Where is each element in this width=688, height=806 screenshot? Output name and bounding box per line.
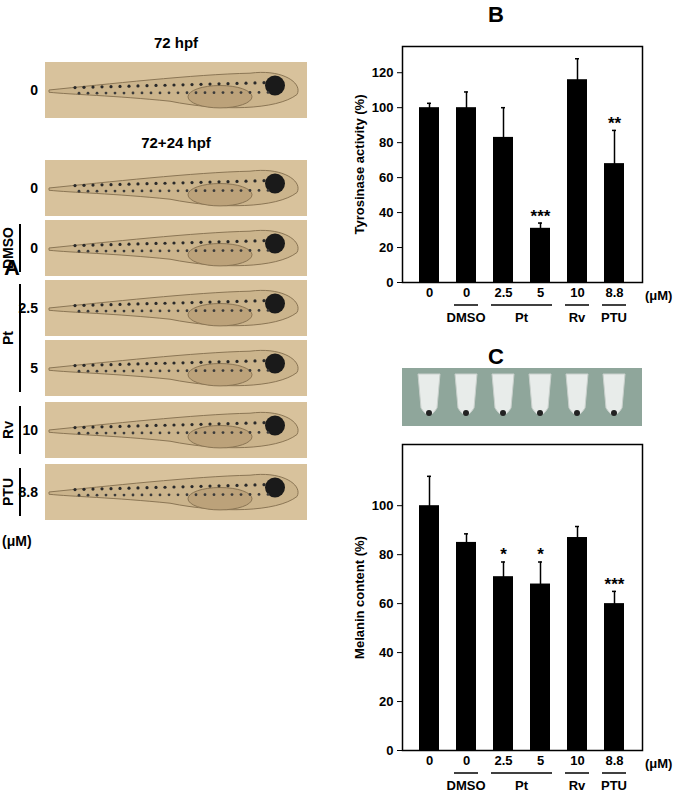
svg-text:8.8: 8.8 (605, 753, 623, 768)
svg-text:60: 60 (379, 596, 393, 611)
svg-text:80: 80 (379, 547, 393, 562)
svg-text:5: 5 (537, 285, 544, 300)
svg-text:PTU: PTU (601, 310, 627, 325)
html-text:C: C (488, 344, 504, 369)
svg-text:2.5: 2.5 (494, 753, 512, 768)
svg-text:Rv: Rv (569, 310, 586, 325)
svg-text:PTU: PTU (601, 778, 627, 793)
svg-text:40: 40 (379, 205, 393, 220)
svg-text:Melanin content (%): Melanin content (%) (352, 536, 367, 659)
svg-text:0: 0 (463, 285, 470, 300)
svg-text:0: 0 (30, 240, 38, 256)
svg-text:*: * (537, 545, 544, 564)
svg-text:0: 0 (30, 180, 38, 196)
svg-text:**: ** (608, 114, 622, 133)
svg-text:2.5: 2.5 (19, 300, 39, 316)
html-text:B: B (488, 2, 504, 27)
svg-text:0: 0 (463, 753, 470, 768)
svg-text:Tyrosinase activity (%): Tyrosinase activity (%) (352, 95, 367, 235)
svg-text:60: 60 (379, 170, 393, 185)
svg-text:Pt: Pt (515, 778, 529, 793)
svg-text:Pt: Pt (515, 310, 529, 325)
svg-text:10: 10 (570, 285, 584, 300)
svg-text:***: *** (605, 575, 625, 594)
svg-text:5: 5 (30, 360, 38, 376)
svg-text:20: 20 (379, 694, 393, 709)
svg-text:(μM): (μM) (645, 288, 672, 303)
svg-text:72+24 hpf: 72+24 hpf (141, 134, 212, 151)
svg-text:100: 100 (372, 100, 394, 115)
svg-text:0: 0 (30, 82, 38, 98)
svg-text:100: 100 (372, 498, 394, 513)
svg-text:8.8: 8.8 (19, 484, 39, 500)
svg-text:0: 0 (386, 275, 393, 290)
svg-text:***: *** (531, 207, 551, 226)
svg-text:A: A (4, 255, 20, 280)
svg-text:(μM): (μM) (2, 533, 32, 549)
svg-text:DMSO: DMSO (0, 227, 16, 269)
svg-text:40: 40 (379, 645, 393, 660)
svg-text:8.8: 8.8 (605, 285, 623, 300)
svg-text:Rv: Rv (569, 778, 586, 793)
svg-text:Pt: Pt (0, 331, 16, 345)
svg-text:5: 5 (537, 753, 544, 768)
svg-text:20: 20 (379, 240, 393, 255)
svg-text:0: 0 (426, 285, 433, 300)
svg-text:0: 0 (426, 753, 433, 768)
svg-text:10: 10 (570, 753, 584, 768)
svg-text:80: 80 (379, 135, 393, 150)
svg-text:72 hpf: 72 hpf (154, 34, 199, 51)
svg-text:120: 120 (372, 65, 394, 80)
svg-text:0: 0 (386, 743, 393, 758)
svg-text:PTU: PTU (0, 478, 16, 506)
svg-text:2.5: 2.5 (494, 285, 512, 300)
svg-text:Rv: Rv (0, 421, 16, 439)
svg-text:DMSO: DMSO (447, 310, 486, 325)
svg-text:10: 10 (22, 422, 38, 438)
svg-text:(μM): (μM) (645, 756, 672, 771)
svg-text:*: * (500, 545, 507, 564)
svg-text:DMSO: DMSO (447, 778, 486, 793)
